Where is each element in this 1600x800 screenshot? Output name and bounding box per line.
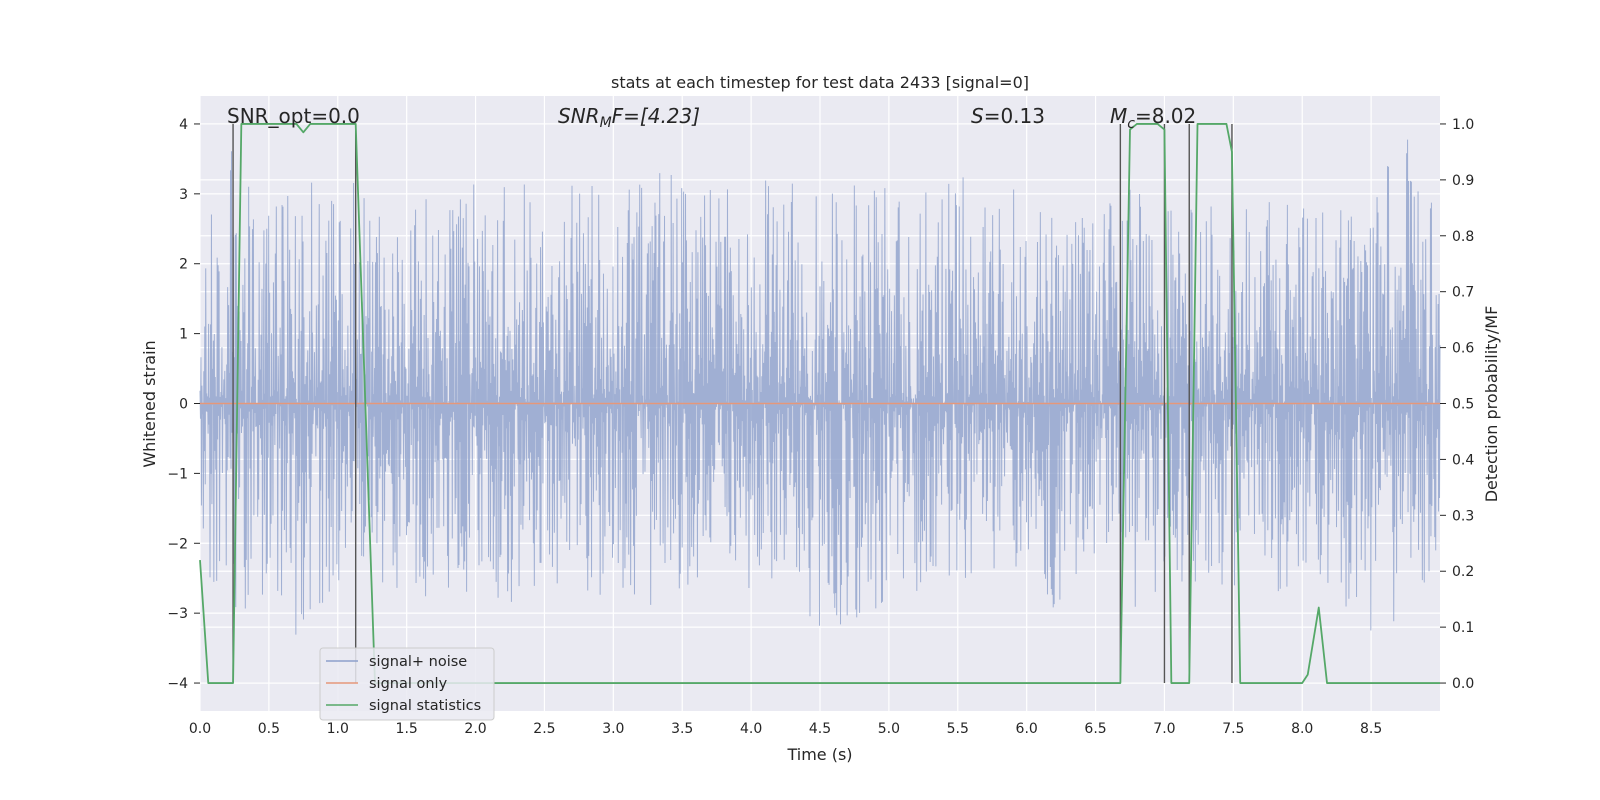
y-tick-label: 0 bbox=[179, 397, 188, 413]
signal-statistics-series bbox=[199, 123, 1440, 684]
y-tick-label: 3 bbox=[179, 187, 188, 203]
y2-tick-label: 0.8 bbox=[1452, 229, 1474, 245]
x-axis-label: Time (s) bbox=[786, 745, 852, 764]
y-tick-label: 1 bbox=[179, 327, 188, 343]
y-tick-label: −1 bbox=[167, 466, 188, 482]
x-tick-label: 1.0 bbox=[327, 721, 349, 737]
detection-markers bbox=[232, 123, 1233, 684]
signal-statistics-line bbox=[199, 123, 1440, 684]
y2-tick-label: 0.7 bbox=[1452, 285, 1474, 301]
x-tick-label: 5.5 bbox=[947, 721, 969, 737]
y-tick-label: −4 bbox=[167, 676, 188, 692]
annotation-s: S=0.13 bbox=[971, 104, 1045, 128]
y-tick-label: 2 bbox=[179, 257, 188, 273]
y2-tick-label: 0.6 bbox=[1452, 341, 1474, 357]
y2-tick-label: 1.0 bbox=[1452, 117, 1474, 133]
legend-box bbox=[319, 647, 495, 721]
y2-tick-label: 0.0 bbox=[1452, 676, 1474, 692]
y-axis-label: Whitened strain bbox=[140, 340, 159, 467]
signal-noise-line bbox=[199, 139, 1441, 635]
x-tick-label: 3.5 bbox=[671, 721, 693, 737]
x-tick-label: 6.5 bbox=[1084, 721, 1106, 737]
annotation-snr-mf-symbol: SNR bbox=[558, 104, 600, 128]
x-tick-label: 0.5 bbox=[258, 721, 280, 737]
annotation-s-value: =0.13 bbox=[984, 104, 1045, 128]
annotation-snr-mf-value: F=[4.23] bbox=[612, 104, 700, 128]
x-tick-label: 8.0 bbox=[1291, 721, 1313, 737]
x-tick-label: 6.0 bbox=[1016, 721, 1038, 737]
x-axis-ticks: 0.0 0.5 1.0 1.5 2.0 2.5 3.0 3.5 4.0 4.5 5.0 5.5 6.0 6… bbox=[189, 721, 1382, 737]
annotation-snr-mf-subscript: M bbox=[600, 115, 612, 131]
signal-noise-series bbox=[199, 139, 1441, 635]
x-tick-label: 2.5 bbox=[533, 721, 555, 737]
y2-axis-label: Detection probability/MF bbox=[1482, 306, 1501, 503]
y2-tick-label: 0.3 bbox=[1452, 508, 1474, 524]
x-tick-label: 4.5 bbox=[809, 721, 831, 737]
x-tick-label: 3.0 bbox=[602, 721, 624, 737]
annotation-snr-mf: SNRMF=[4.23] bbox=[558, 104, 700, 131]
y2-tick-label: 0.1 bbox=[1452, 620, 1474, 636]
legend-label-signal-noise: signal+ noise bbox=[369, 654, 467, 670]
x-tick-label: 8.5 bbox=[1360, 721, 1382, 737]
y-axis-ticks: 4 3 2 1 0 −1 −2 −3 −4 bbox=[167, 117, 200, 692]
x-tick-label: 7.0 bbox=[1153, 721, 1175, 737]
y2-tick-label: 0.5 bbox=[1452, 397, 1474, 413]
y-tick-label: 4 bbox=[179, 117, 188, 133]
legend-label-signal-statistics: signal statistics bbox=[369, 698, 481, 714]
y2-tick-label: 0.9 bbox=[1452, 173, 1474, 189]
y2-tick-label: 0.4 bbox=[1452, 452, 1474, 468]
y2-axis-ticks: 1.0 0.9 0.8 0.7 0.6 0.5 0.4 0.3 0.2 0.1 0.0 bbox=[1440, 117, 1474, 692]
annotation-mc-symbol: M bbox=[1110, 104, 1127, 128]
y2-tick-label: 0.2 bbox=[1452, 564, 1474, 580]
x-tick-label: 2.0 bbox=[464, 721, 486, 737]
annotation-mc: Mc=8.02 bbox=[1110, 104, 1196, 132]
x-tick-label: 0.0 bbox=[189, 721, 211, 737]
x-tick-label: 5.0 bbox=[878, 721, 900, 737]
annotation-mc-subscript: c bbox=[1127, 116, 1135, 132]
x-tick-label: 4.0 bbox=[740, 721, 762, 737]
x-tick-label: 1.5 bbox=[396, 721, 418, 737]
legend: signal+ noise signal only signal statist… bbox=[319, 647, 495, 721]
x-tick-label: 7.5 bbox=[1222, 721, 1244, 737]
y-tick-label: −2 bbox=[167, 536, 188, 552]
annotation-mc-value: =8.02 bbox=[1135, 104, 1196, 128]
y-tick-label: −3 bbox=[167, 606, 188, 622]
annotation-snr-opt: SNR_opt=0.0 bbox=[227, 104, 360, 128]
legend-label-signal-only: signal only bbox=[369, 676, 448, 692]
chart-title: stats at each timestep for test data 243… bbox=[611, 73, 1029, 92]
annotation-s-symbol: S bbox=[971, 104, 984, 128]
